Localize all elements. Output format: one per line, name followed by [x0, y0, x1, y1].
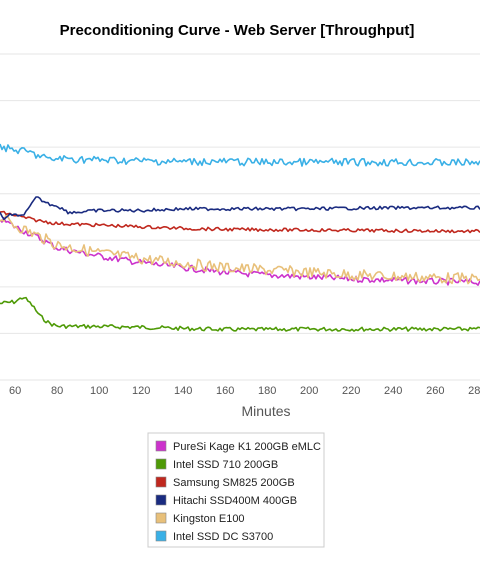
- x-tick-label: 120: [132, 385, 150, 397]
- legend-swatch: [155, 512, 167, 524]
- legend-swatch: [155, 494, 167, 506]
- x-tick-label: 220: [342, 385, 360, 397]
- legend-entry: Intel SSD DC S3700: [173, 531, 273, 543]
- chart-title: Preconditioning Curve - Web Server [Thro…: [60, 22, 415, 39]
- gridlines: [0, 53, 480, 381]
- legend-swatch: [155, 476, 167, 488]
- series-line: [0, 196, 480, 221]
- series-line: [0, 143, 480, 167]
- x-tick-label: 160: [216, 385, 234, 397]
- legend-swatch: [155, 530, 167, 542]
- x-tick-label: 80: [51, 385, 63, 397]
- legend-entry: Samsung SM825 200GB: [173, 477, 295, 489]
- legend-entry: PureSi Kage K1 200GB eMLC: [173, 441, 321, 453]
- x-tick-label: 280: [468, 385, 480, 397]
- x-tick-label: 260: [426, 385, 444, 397]
- series-line: [0, 217, 480, 286]
- legend-swatch: [155, 458, 167, 470]
- legend-swatch: [155, 440, 167, 452]
- x-tick-label: 60: [9, 385, 21, 397]
- legend: PureSi Kage K1 200GB eMLC Intel SSD 710 2…: [147, 432, 325, 548]
- series-line: [0, 296, 480, 332]
- series-line: [0, 210, 480, 234]
- x-tick-label: 200: [300, 385, 318, 397]
- x-tick-label: 100: [90, 385, 108, 397]
- legend-entry: Intel SSD 710 200GB: [173, 459, 278, 471]
- series-line: [0, 214, 480, 285]
- x-tick-label: 140: [174, 385, 192, 397]
- x-tick-label: 180: [258, 385, 276, 397]
- legend-entry: Kingston E100: [173, 513, 245, 525]
- legend-entry: Hitachi SSD400M 400GB: [173, 495, 297, 507]
- legend-box: [147, 432, 325, 548]
- x-tick-label: 240: [384, 385, 402, 397]
- x-axis-label: Minutes: [241, 403, 290, 419]
- series-lines: [0, 143, 480, 332]
- x-axis-ticks: 60 80 100 120 140 160 180 200 220 240 260 280: [9, 385, 480, 397]
